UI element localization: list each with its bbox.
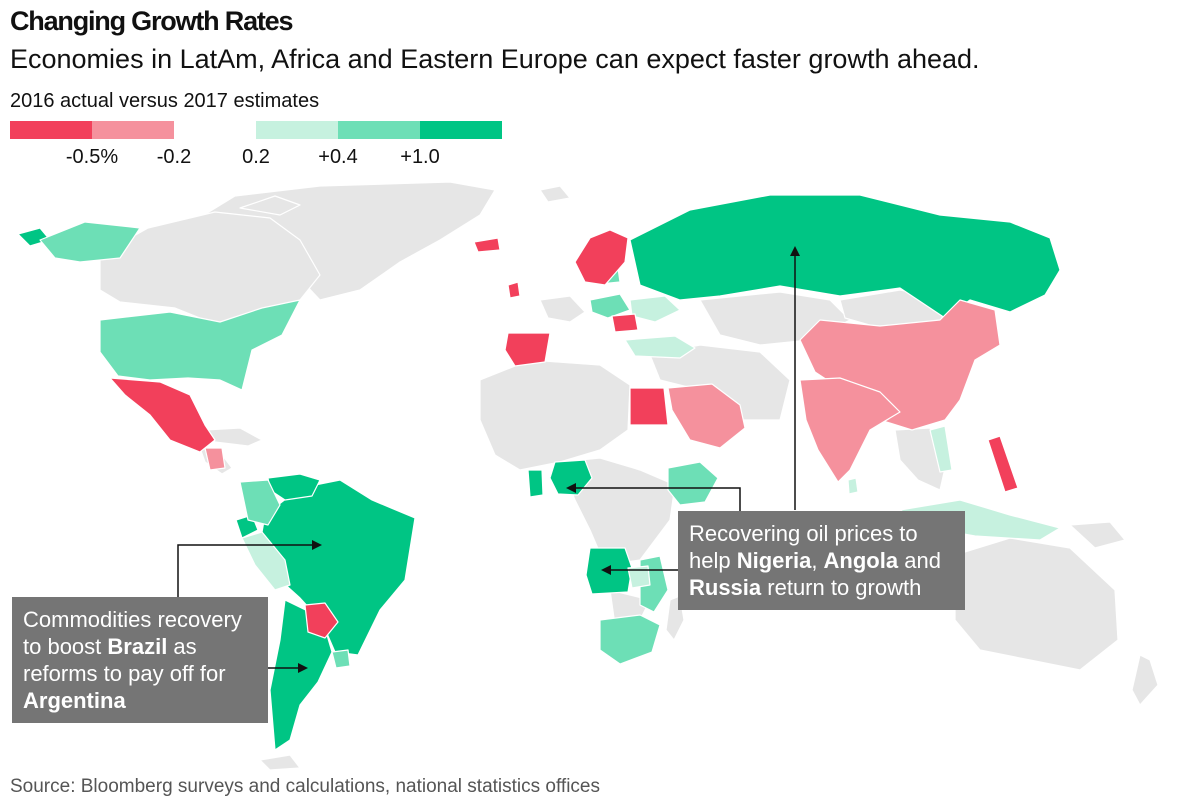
chart-subtitle: Economies in LatAm, Africa and Eastern E…	[10, 44, 980, 74]
paraguay	[304, 602, 339, 639]
legend-label-minus-0-5: -0.5%	[65, 146, 119, 168]
world-map	[17, 181, 1159, 771]
antarctic-fragments	[259, 754, 301, 771]
callout-latam-text-2: as reforms to pay off for	[23, 634, 226, 686]
legend-swatch-slight-growth	[256, 121, 338, 139]
legend-swatch-growth	[338, 121, 420, 139]
callout-oil-nigeria: Nigeria	[736, 548, 812, 573]
ukraine	[629, 295, 681, 323]
callout-oil-russia: Russia	[689, 575, 762, 600]
vietnam	[929, 425, 953, 473]
callout-oil-text-1: Recovering oil prices to help	[689, 521, 918, 573]
legend-swatch-strong-growth	[420, 121, 502, 139]
callout-latam-brazil: Brazil	[107, 634, 168, 659]
arrowhead-nigeria	[566, 483, 576, 493]
legend-swatch-neutral	[174, 121, 256, 139]
turkey	[624, 335, 696, 359]
spain	[504, 332, 551, 367]
saudi-arabia	[667, 383, 746, 449]
north-africa	[479, 359, 631, 471]
united-states	[99, 299, 301, 391]
arrow-to-nigeria	[575, 487, 741, 520]
egypt	[629, 387, 669, 426]
mexico	[109, 377, 216, 453]
legend-label-minus-0-2: -0.2	[156, 146, 192, 168]
ireland-uk	[507, 281, 521, 299]
sri-lanka	[847, 477, 859, 495]
legend-title: 2016 actual versus 2017 estimates	[10, 90, 320, 112]
callout-oil-text-4: return to growth	[761, 575, 922, 600]
romania	[611, 313, 639, 333]
south-africa	[599, 614, 661, 665]
arrow-heads	[298, 246, 800, 673]
new-zealand	[1131, 654, 1159, 706]
nigeria	[549, 459, 593, 496]
source-note: Source: Bloomberg surveys and calculatio…	[10, 776, 601, 797]
arrowhead-argentina	[298, 663, 308, 673]
svalbard	[539, 185, 571, 203]
arctic-islands	[239, 195, 301, 216]
iceland	[473, 237, 501, 253]
legend-color-bar	[10, 121, 502, 139]
philippines	[987, 435, 1019, 493]
arrow-to-brazil	[177, 544, 314, 600]
arrowhead-russia	[790, 246, 800, 256]
callout-latam: Commodities recovery to boost Brazil as …	[12, 597, 268, 723]
arrowhead-brazil	[312, 540, 322, 550]
papua-new-guinea	[1069, 521, 1126, 549]
central-europe	[589, 293, 631, 319]
alaska-interior	[39, 221, 141, 263]
ethiopia	[667, 461, 719, 506]
callout-latam-argentina: Argentina	[23, 688, 126, 713]
callout-oil: Recovering oil prices to help Nigeria, A…	[678, 511, 965, 610]
arrowhead-angola	[601, 565, 611, 575]
colombia	[239, 479, 281, 526]
europe-rest	[539, 295, 586, 323]
legend-label-plus-1-0: +1.0	[400, 146, 440, 168]
ghana	[527, 469, 544, 498]
middle-east-rest	[649, 344, 791, 421]
legend-swatch-decline	[92, 121, 174, 139]
uruguay	[331, 649, 351, 669]
legend-swatch-strong-decline	[10, 121, 92, 139]
central-america	[204, 447, 226, 471]
annotation-arrows	[177, 255, 796, 669]
russia	[629, 194, 1061, 319]
legend-label-plus-0-4: +0.4	[318, 146, 358, 168]
callout-latam-text-1: Commodities recovery to boost	[23, 607, 242, 659]
chart-title: Changing Growth Rates	[10, 6, 294, 36]
callout-oil-text-3: and	[898, 548, 941, 573]
india	[799, 377, 901, 483]
australia	[954, 537, 1119, 671]
callout-oil-text-2: ,	[811, 548, 824, 573]
callout-oil-angola: Angola	[823, 548, 899, 573]
peru	[241, 531, 291, 591]
legend-label-0-2: 0.2	[242, 146, 270, 168]
central-africa	[559, 457, 676, 566]
scandinavia	[574, 229, 629, 286]
zambia	[627, 565, 651, 589]
